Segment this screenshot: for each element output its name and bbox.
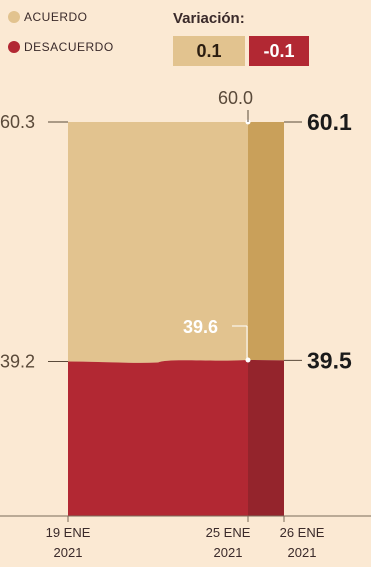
- area-acuerdo: [68, 122, 248, 363]
- variation-disagree-value: -0.1: [249, 36, 309, 66]
- label-disagree-start: 39.2: [0, 352, 35, 372]
- variation-title: Variación:: [173, 10, 245, 27]
- x-label-0-line2: 2021: [54, 545, 83, 560]
- legend-item-desacuerdo: DESACUERDO: [8, 40, 114, 54]
- legend-swatch-desacuerdo: [8, 41, 20, 53]
- label-disagree-mid: 39.6: [183, 317, 218, 337]
- legend-swatch-acuerdo: [8, 11, 20, 23]
- x-label-2-line2: 2021: [288, 545, 317, 560]
- label-agree-mid: 60.0: [218, 88, 253, 108]
- x-label-1-line1: 25 ENE: [206, 525, 251, 540]
- label-disagree-end: 39.5: [307, 347, 352, 373]
- area-acuerdo-last: [248, 122, 284, 361]
- label-agree-start: 60.3: [0, 112, 35, 132]
- legend-label-desacuerdo: DESACUERDO: [24, 40, 114, 54]
- legend-item-acuerdo: ACUERDO: [8, 10, 88, 24]
- legend-label-acuerdo: ACUERDO: [24, 10, 88, 24]
- x-label-2-line1: 26 ENE: [280, 525, 325, 540]
- x-label-1-line2: 2021: [214, 545, 243, 560]
- area-desacuerdo: [68, 359, 248, 516]
- area-desacuerdo-last: [248, 359, 284, 516]
- variation-agree-value: 0.1: [173, 36, 245, 66]
- label-agree-end: 60.1: [307, 109, 352, 135]
- x-label-0-line1: 19 ENE: [46, 525, 91, 540]
- point-desacuerdo-25ene: [245, 357, 251, 363]
